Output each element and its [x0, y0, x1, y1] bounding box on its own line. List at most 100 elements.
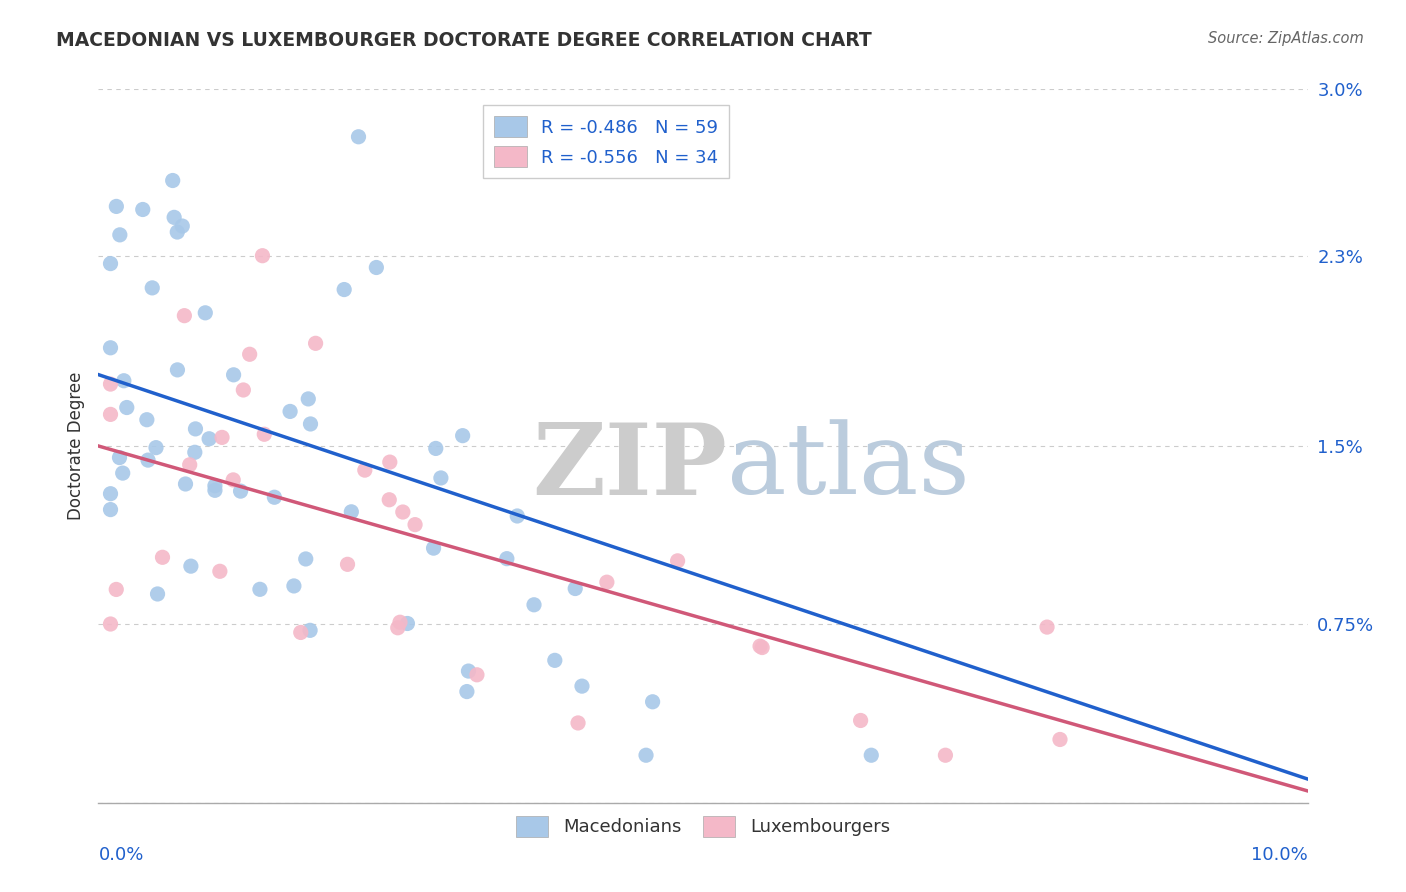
Point — [934, 748, 956, 763]
Point — [749, 639, 772, 653]
Point — [174, 477, 197, 491]
Point — [111, 466, 134, 480]
Point — [162, 173, 184, 187]
Point — [567, 715, 589, 730]
Point — [208, 564, 231, 578]
Text: 0.0%: 0.0% — [98, 846, 143, 863]
Point — [108, 227, 131, 242]
Point — [457, 664, 479, 678]
Point — [571, 679, 593, 693]
Point — [389, 615, 412, 630]
Point — [100, 502, 122, 516]
Point — [666, 554, 689, 568]
Point — [378, 492, 401, 507]
Point — [378, 455, 401, 469]
Text: ZIP: ZIP — [533, 419, 727, 516]
Point — [392, 505, 415, 519]
Point — [204, 483, 226, 498]
Point — [353, 463, 375, 477]
Point — [180, 559, 202, 574]
Point — [299, 624, 322, 638]
Point — [179, 458, 201, 472]
Point — [194, 306, 217, 320]
Point — [751, 640, 773, 655]
Point — [387, 621, 409, 635]
Point — [136, 453, 159, 467]
Point — [451, 428, 474, 442]
Point — [263, 490, 285, 504]
Text: 10.0%: 10.0% — [1251, 846, 1308, 863]
Point — [336, 558, 359, 572]
Point — [232, 383, 254, 397]
Point — [100, 377, 122, 392]
Point — [304, 336, 326, 351]
Point — [506, 508, 529, 523]
Point — [430, 471, 453, 485]
Point — [422, 541, 444, 556]
Point — [596, 575, 619, 590]
Point — [166, 363, 188, 377]
Point — [456, 684, 478, 698]
Point — [184, 422, 207, 436]
Point — [495, 551, 517, 566]
Point — [141, 281, 163, 295]
Point — [105, 199, 128, 213]
Point — [252, 249, 274, 263]
Point — [173, 309, 195, 323]
Point — [198, 432, 221, 446]
Point — [222, 473, 245, 487]
Point — [1049, 732, 1071, 747]
Legend: Macedonians, Luxembourgers: Macedonians, Luxembourgers — [509, 808, 897, 844]
Point — [166, 225, 188, 239]
Point — [641, 695, 664, 709]
Point — [100, 486, 122, 500]
Point — [366, 260, 388, 275]
Point — [163, 211, 186, 225]
Point — [523, 598, 546, 612]
Point — [132, 202, 155, 217]
Point — [425, 442, 447, 456]
Point — [849, 714, 872, 728]
Point — [152, 550, 174, 565]
Point — [108, 450, 131, 465]
Point — [299, 417, 322, 431]
Point — [105, 582, 128, 597]
Point — [290, 625, 312, 640]
Point — [204, 479, 226, 493]
Point — [1036, 620, 1059, 634]
Point — [347, 129, 370, 144]
Point — [340, 505, 363, 519]
Point — [404, 517, 426, 532]
Point — [100, 617, 122, 632]
Point — [396, 616, 419, 631]
Point — [634, 748, 657, 763]
Point — [100, 408, 122, 422]
Point — [333, 283, 356, 297]
Point — [135, 413, 157, 427]
Point — [211, 430, 233, 444]
Point — [172, 219, 194, 233]
Point — [112, 374, 135, 388]
Point — [146, 587, 169, 601]
Point — [278, 404, 301, 418]
Point — [222, 368, 245, 382]
Point — [145, 441, 167, 455]
Point — [100, 257, 122, 271]
Point — [465, 667, 488, 681]
Point — [253, 427, 276, 442]
Point — [294, 552, 316, 566]
Text: MACEDONIAN VS LUXEMBOURGER DOCTORATE DEGREE CORRELATION CHART: MACEDONIAN VS LUXEMBOURGER DOCTORATE DEG… — [56, 31, 872, 50]
Point — [115, 401, 138, 415]
Point — [239, 347, 262, 361]
Point — [184, 445, 207, 459]
Point — [564, 582, 586, 596]
Text: atlas: atlas — [727, 419, 970, 516]
Point — [100, 341, 122, 355]
Point — [283, 579, 305, 593]
Text: Source: ZipAtlas.com: Source: ZipAtlas.com — [1208, 31, 1364, 46]
Point — [297, 392, 319, 406]
Point — [860, 748, 883, 763]
Point — [544, 653, 567, 667]
Point — [249, 582, 271, 597]
Point — [229, 484, 252, 499]
